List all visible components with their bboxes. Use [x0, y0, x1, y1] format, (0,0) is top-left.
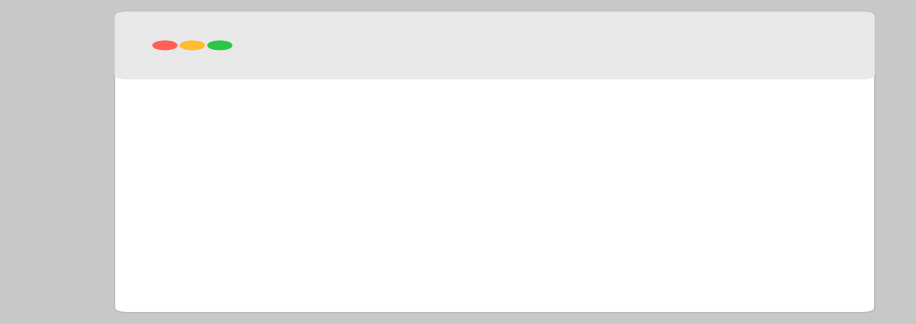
Bar: [284, 199, 581, 243]
Text: 54%: 54%: [589, 212, 632, 230]
Bar: [284, 120, 410, 164]
Text: 23%: 23%: [419, 133, 462, 151]
